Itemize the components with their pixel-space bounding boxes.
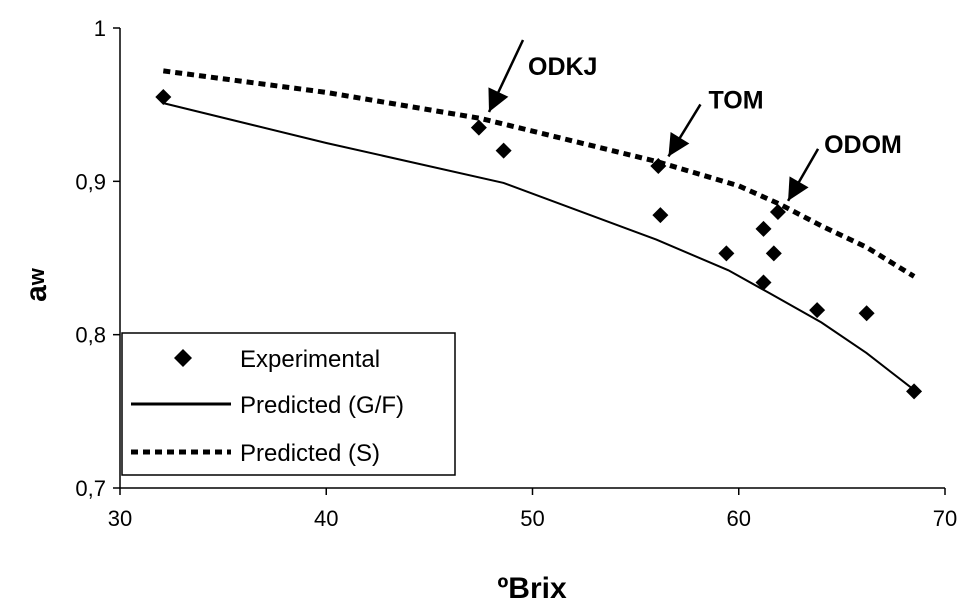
data-point-experimental bbox=[765, 245, 782, 262]
legend-label-experimental: Experimental bbox=[240, 346, 380, 373]
x-axis-title: ºBrix bbox=[497, 572, 567, 605]
annotation-arrowhead bbox=[668, 131, 690, 157]
data-point-experimental bbox=[755, 220, 772, 237]
data-point-experimental bbox=[858, 305, 875, 322]
annotation-label: ODOM bbox=[824, 131, 902, 159]
y-tick-label: 0,9 bbox=[75, 169, 106, 194]
annotation-arrowhead bbox=[788, 176, 809, 201]
data-point-experimental bbox=[718, 245, 735, 262]
y-tick-label: 1 bbox=[94, 16, 106, 41]
x-tick-label: 60 bbox=[727, 506, 751, 531]
annotation-label: TOM bbox=[708, 86, 763, 114]
legend-label-predicted-s: Predicted (S) bbox=[240, 440, 380, 467]
axes bbox=[113, 27, 946, 495]
data-point-experimental bbox=[155, 89, 172, 105]
legend: Experimental Predicted (G/F) Predicted (… bbox=[121, 332, 456, 476]
data-point-experimental bbox=[809, 302, 826, 319]
data-point-experimental bbox=[495, 142, 512, 159]
tick-labels: 30 40 50 60 70 0,7 0,8 0,9 1 bbox=[75, 16, 957, 531]
data-point-experimental bbox=[650, 158, 667, 174]
y-tick-label: 0,8 bbox=[75, 323, 106, 348]
legend-marker-experimental bbox=[174, 349, 192, 367]
x-tick-label: 50 bbox=[520, 506, 544, 531]
series-line-predicted-gf bbox=[163, 102, 915, 391]
data-point-experimental bbox=[906, 383, 923, 400]
x-tick-label: 40 bbox=[314, 506, 338, 531]
plot-area bbox=[155, 68, 923, 400]
x-tick-label: 30 bbox=[108, 506, 132, 531]
data-point-experimental bbox=[755, 274, 772, 291]
annotations: ODKJ TOM ODOM bbox=[487, 39, 902, 202]
legend-label-predicted-gf: Predicted (G/F) bbox=[240, 392, 404, 419]
annotation-label: ODKJ bbox=[528, 53, 597, 81]
x-tick-label: 70 bbox=[933, 506, 957, 531]
series-line-predicted-s bbox=[162, 68, 916, 279]
data-point-experimental bbox=[769, 204, 786, 220]
y-tick-label: 0,7 bbox=[75, 476, 106, 501]
data-point-experimental bbox=[652, 207, 669, 224]
y-axis-title: aw bbox=[20, 267, 53, 302]
data-point-experimental bbox=[470, 119, 487, 136]
annotation-arrowhead bbox=[488, 87, 509, 112]
